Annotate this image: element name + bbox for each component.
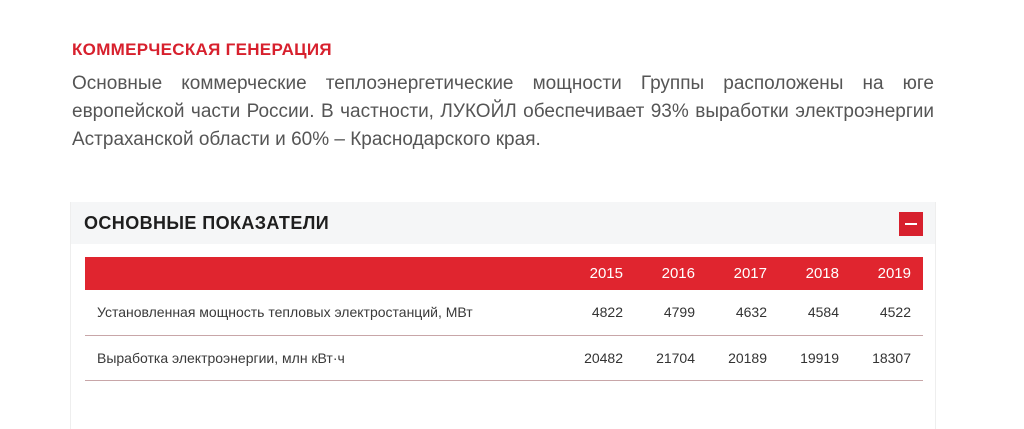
table-cell: 18307 <box>872 349 911 366</box>
table-cell: 4822 <box>591 304 623 321</box>
table-cell: 21704 <box>656 349 695 366</box>
table-cell: 20482 <box>584 349 623 366</box>
year-header: 2016 <box>661 265 695 282</box>
table-row: Установленная мощность тепловых электрос… <box>85 290 923 335</box>
panel-title: ОСНОВНЫЕ ПОКАЗАТЕЛИ <box>84 213 330 233</box>
collapse-button[interactable] <box>899 212 923 236</box>
indicators-table: 2015 2016 2017 2018 2019 Установленная м… <box>85 257 923 381</box>
year-header: 2017 <box>733 265 767 282</box>
minus-icon <box>905 223 917 225</box>
row-label: Выработка электроэнергии, млн кВт·ч <box>97 349 345 366</box>
table-cell: 4799 <box>663 304 695 321</box>
table-row: Выработка электроэнергии, млн кВт·ч 2048… <box>85 335 923 380</box>
year-header: 2019 <box>877 265 911 282</box>
key-indicators-panel: ОСНОВНЫЕ ПОКАЗАТЕЛИ 2015 2016 2017 2018 … <box>70 202 936 429</box>
panel-header[interactable]: ОСНОВНЫЕ ПОКАЗАТЕЛИ <box>71 202 935 244</box>
table-cell: 4522 <box>879 304 911 321</box>
table-cell: 4584 <box>807 304 839 321</box>
row-label: Установленная мощность тепловых электрос… <box>97 304 473 321</box>
year-header: 2018 <box>805 265 839 282</box>
table-cell: 20189 <box>728 349 767 366</box>
table-cell: 19919 <box>800 349 839 366</box>
section-title: КОММЕРЧЕСКАЯ ГЕНЕРАЦИЯ <box>72 40 332 59</box>
header-label-cell <box>85 257 563 290</box>
year-header: 2015 <box>589 265 623 282</box>
table-cell: 4632 <box>735 304 767 321</box>
section-text: Основные коммерческие теплоэнергетически… <box>72 73 934 150</box>
table-header-row: 2015 2016 2017 2018 2019 <box>85 257 923 290</box>
